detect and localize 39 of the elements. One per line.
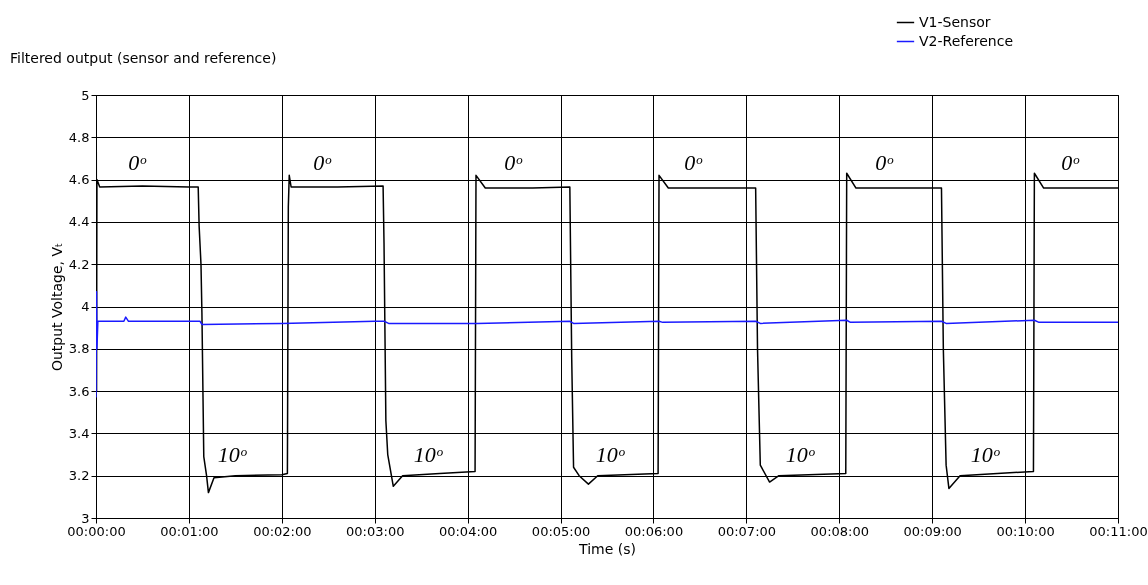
y-tick-label: 4.6 (68, 172, 90, 188)
annotation: 0ᵒ (684, 150, 704, 175)
legend-label: V1-Sensor (919, 13, 991, 30)
y-tick-label: 3.2 (68, 468, 90, 484)
chart-title: Filtered output (sensor and reference) (10, 50, 277, 66)
x-tick-label: 00:06:00 (624, 523, 684, 539)
y-tick-label: 3.8 (68, 341, 90, 357)
x-tick-label: 00:11:00 (1089, 523, 1148, 539)
annotation: 10ᵒ (785, 442, 816, 467)
annotation: 10ᵒ (217, 442, 248, 467)
x-tick-label: 00:03:00 (346, 523, 405, 539)
annotation: 10ᵒ (970, 442, 1001, 467)
x-tick-label: 00:04:00 (438, 523, 498, 539)
y-tick-label: 4.2 (68, 256, 90, 272)
x-tick-label: 00:08:00 (810, 523, 869, 539)
y-tick-label: 3.4 (68, 425, 90, 441)
x-tick-label: 00:10:00 (996, 523, 1055, 539)
y-tick-label: 4.4 (68, 214, 90, 230)
y-tick-label: 4.8 (68, 129, 90, 145)
x-tick-label: 00:00:00 (67, 523, 126, 539)
annotation: 0ᵒ (875, 150, 895, 175)
x-tick-label: 00:01:00 (160, 523, 219, 539)
annotation: 0ᵒ (504, 150, 524, 175)
y-tick-label: 4 (81, 299, 90, 314)
y-tick-label: 3.6 (68, 383, 90, 399)
y-tick-label: 3 (81, 510, 90, 526)
annotation: 0ᵒ (1061, 150, 1081, 175)
annotation: 0ᵒ (313, 150, 333, 175)
x-tick-label: 00:07:00 (717, 523, 777, 539)
y-axis-title: Output Voltage, Vₜ (48, 242, 65, 372)
legend-label: V2-Reference (919, 32, 1014, 49)
annotation: 0ᵒ (128, 150, 148, 175)
x-tick-label: 00:05:00 (531, 523, 591, 539)
y-tick-label: 5 (81, 87, 90, 103)
annotation: 10ᵒ (413, 442, 444, 467)
x-axis-title: Time (s) (578, 540, 636, 557)
x-tick-label: 00:02:00 (253, 523, 312, 539)
x-tick-label: 00:09:00 (903, 523, 962, 539)
annotation: 10ᵒ (595, 442, 626, 467)
